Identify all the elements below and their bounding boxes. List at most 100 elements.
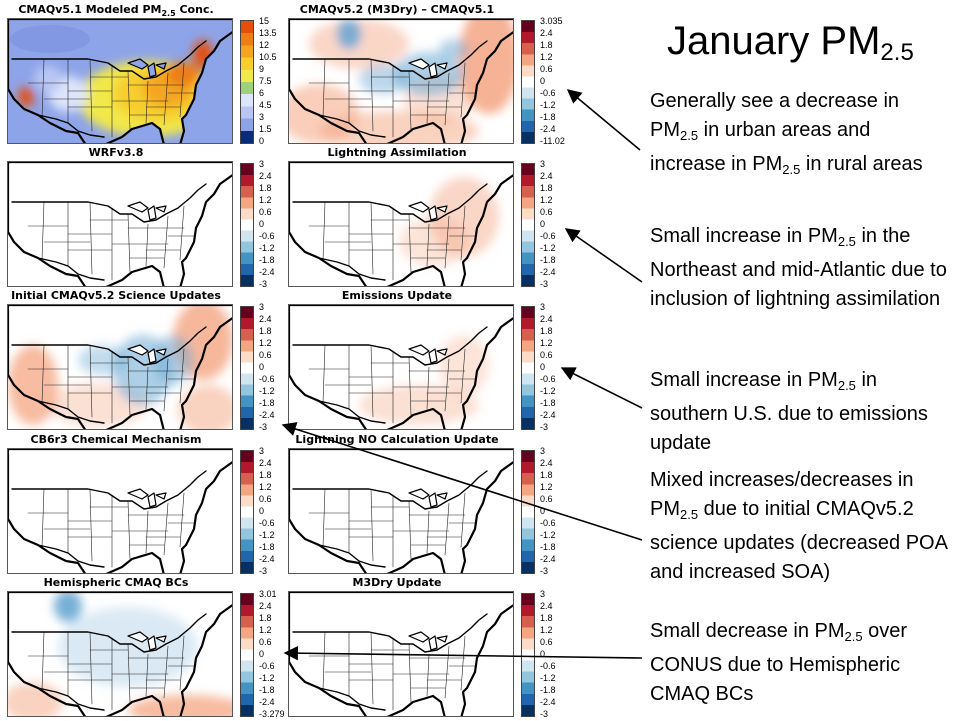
- panel-title: CMAQv5.1 Modeled PM2.5 Conc.: [18, 3, 214, 19]
- colorbar-tick-label: 1.2: [540, 338, 553, 348]
- colorbar-tick-label: 3: [259, 112, 265, 122]
- colorbar: [521, 20, 535, 144]
- colorbar-tick-label: -0.6: [540, 231, 556, 241]
- colorbar-tick-label: -3: [259, 422, 268, 432]
- colorbar-tick-label: 3: [540, 589, 546, 599]
- panel-title: Lightning Assimilation: [327, 146, 467, 159]
- subscript: 2.5: [680, 507, 699, 522]
- colorbar-tick-label: 13.5: [259, 28, 277, 38]
- colorbar-tick-label: -11.02: [540, 136, 565, 146]
- colorbar-tick-label: -2.4: [259, 410, 275, 420]
- note-text: in southern U.S. due to emissions update: [650, 369, 928, 454]
- colorbar-tick-label: 0: [259, 219, 265, 229]
- colorbar-tick-label: 0: [259, 506, 265, 516]
- colorbar: [240, 306, 254, 430]
- colorbar-tick-label: -2.4: [259, 697, 275, 707]
- colorbar-tick-label: 9: [259, 64, 265, 74]
- colorbar-tick-label: 1.2: [540, 625, 553, 635]
- colorbar: [521, 593, 535, 717]
- colorbar-tick-label: -2.4: [540, 410, 556, 420]
- colorbar-tick-label: 15: [259, 16, 270, 26]
- colorbar-tick-label: -2.4: [259, 267, 275, 277]
- colorbar-tick-label: 1.8: [259, 613, 272, 623]
- colorbar-tick-label: 3: [259, 302, 265, 312]
- colorbar-tick-label: 1.8: [259, 470, 272, 480]
- colorbar-tick-label: -1.2: [540, 243, 556, 253]
- panel-title: Emissions Update: [341, 289, 453, 302]
- colorbar-tick-label: 1.2: [259, 338, 272, 348]
- colorbar-tick-label: 1.8: [540, 40, 553, 50]
- colorbar-tick-label: -0.6: [259, 661, 275, 671]
- colorbar-tick-label: -0.6: [540, 374, 556, 384]
- map-plot: [7, 304, 233, 430]
- map-plot: [288, 161, 514, 287]
- note-text: Generally see a decrease in PM: [650, 90, 900, 141]
- colorbar-tick-label: 1.8: [259, 183, 272, 193]
- colorbar-labels: 15 13.5 12 10.5 9 7.5 6 4.5 3 1.5 0: [259, 16, 293, 148]
- colorbar-tick-label: 1.2: [259, 482, 272, 492]
- colorbar-tick-label: -3.279: [259, 709, 285, 719]
- colorbar-tick-label: 4.5: [259, 100, 272, 110]
- colorbar-tick-label: 1.8: [540, 183, 553, 193]
- colorbar-tick-label: 2.4: [259, 458, 272, 468]
- note-text: Small increase in PM: [650, 225, 838, 247]
- colorbar-tick-label: -1.2: [259, 673, 275, 683]
- colorbar-tick-label: -1.8: [259, 255, 275, 265]
- colorbar-tick-label: 1.8: [540, 470, 553, 480]
- panel-title: Initial CMAQv5.2 Science Updates: [11, 289, 221, 302]
- colorbar-tick-label: -0.6: [259, 231, 275, 241]
- colorbar-tick-label: -1.2: [540, 386, 556, 396]
- colorbar-tick-label: -1.2: [259, 386, 275, 396]
- colorbar-tick-label: -3: [259, 566, 268, 576]
- panel-title: CB6r3 Chemical Mechanism: [30, 433, 202, 446]
- annotation-note: Small decrease in PM2.5 over CONUS due t…: [650, 617, 950, 709]
- colorbar-tick-label: 0: [540, 649, 546, 659]
- colorbar-tick-label: 0.6: [540, 350, 553, 360]
- panel-title: Hemispheric CMAQ BCs: [43, 576, 189, 589]
- colorbar-tick-label: 1.2: [259, 195, 272, 205]
- colorbar-tick-label: 3: [259, 159, 265, 169]
- colorbar-tick-label: 7.5: [259, 76, 272, 86]
- colorbar-labels: 3 2.4 1.8 1.2 0.6 0 -0.6 -1.2 -1.8 -2.4 -3: [259, 446, 293, 578]
- colorbar-tick-label: 1.8: [540, 326, 553, 336]
- map-plot: [7, 161, 233, 287]
- map-panel: CMAQv5.2 (M3Dry) – CMAQv5.1 3.035 2.4 1.8 1…: [283, 2, 565, 146]
- colorbar-tick-label: 3: [540, 446, 546, 456]
- colorbar-tick-label: 0: [259, 649, 265, 659]
- colorbar: [521, 306, 535, 430]
- colorbar-tick-label: 1.5: [259, 124, 272, 134]
- colorbar: [240, 593, 254, 717]
- arrow: [560, 367, 643, 409]
- slide-heading: January PM2.5: [667, 19, 914, 66]
- colorbar-tick-label: 2.4: [540, 601, 553, 611]
- panel-title: WRFv3.8: [88, 146, 144, 159]
- subscript: 2.5: [837, 234, 856, 249]
- colorbar-labels: 3 2.4 1.8 1.2 0.6 0 -0.6 -1.2 -1.8 -2.4 -3: [540, 446, 574, 578]
- colorbar-tick-label: -1.2: [259, 243, 275, 253]
- map-panel: CB6r3 Chemical Mechanism 3 2.4 1.8 1.2 0.6 0 -…: [2, 432, 276, 576]
- colorbar-tick-label: -1.8: [259, 398, 275, 408]
- colorbar-tick-label: -1.8: [259, 685, 275, 695]
- map-plot: [7, 448, 233, 574]
- colorbar-tick-label: -1.2: [540, 530, 556, 540]
- subscript: 2.5: [844, 629, 863, 644]
- colorbar-tick-label: -3: [540, 709, 549, 719]
- colorbar-tick-label: 3: [540, 302, 546, 312]
- colorbar-tick-label: -1.2: [259, 530, 275, 540]
- colorbar-tick-label: 10.5: [259, 52, 277, 62]
- note-text: over CONUS due to Hemispheric CMAQ BCs: [650, 620, 908, 705]
- colorbar-tick-label: 2.4: [259, 171, 272, 181]
- colorbar-tick-label: -0.6: [259, 374, 275, 384]
- subscript: 2.5: [837, 378, 856, 393]
- colorbar-tick-label: 0.6: [259, 350, 272, 360]
- note-text: due to initial CMAQv5.2 science updates …: [650, 498, 947, 583]
- colorbar-tick-label: -1.2: [540, 673, 556, 683]
- map-plot: [7, 18, 233, 144]
- colorbar-labels: 3 2.4 1.8 1.2 0.6 0 -0.6 -1.2 -1.8 -2.4 -3: [540, 159, 574, 291]
- colorbar-tick-label: -2.4: [540, 697, 556, 707]
- arrow: [281, 422, 643, 541]
- map-panel: Emissions Update 3 2.4 1.8 1.2 0.6 0 -0.6 -1.2 -…: [283, 288, 557, 432]
- map-plot: [288, 448, 514, 574]
- note-text: in rural areas: [800, 153, 923, 175]
- arrow: [283, 645, 643, 661]
